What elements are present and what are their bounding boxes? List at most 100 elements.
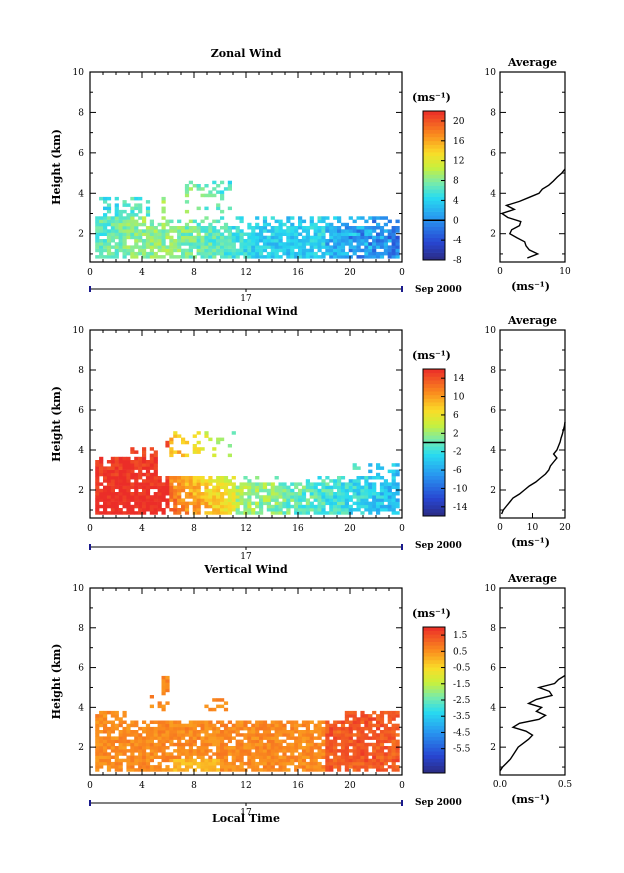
heatmap-cell [266,736,271,740]
heatmap-cell [247,222,252,227]
heatmap-cell [103,758,108,763]
heatmap-cell [337,232,342,236]
heatmap-cell [278,255,283,259]
heatmap-cell [192,447,197,451]
heatmap-cell [259,235,264,240]
heatmap-cell [243,720,248,724]
heatmap-cell [391,752,396,756]
heatmap-cell [173,758,178,763]
heatmap-cell [368,501,373,506]
heatmap-cell [356,498,361,502]
colorbar-segment [423,241,445,246]
heatmap-cell [138,456,143,461]
heatmap-cell [348,742,353,747]
heatmap-cell [298,226,303,230]
heatmap-cell [239,755,244,759]
heatmap-cell [110,761,115,766]
heatmap-cell [95,761,100,766]
heatmap-cell [270,492,275,496]
colorbar-frame [422,110,446,261]
heatmap-cell [340,485,346,490]
heatmap-cell [145,726,151,731]
heatmap-cell [231,495,236,499]
heatmap-cell [134,504,139,509]
heatmap-cell [387,232,392,236]
heatmap-cell [149,498,154,502]
heatmap-cell [231,749,236,753]
heatmap-cell [110,485,115,490]
heatmap-cell [395,755,400,759]
heatmap-cell [220,730,225,734]
heatmap-cell [278,746,283,750]
heatmap-cell [333,226,338,230]
heatmap-cell [266,242,271,246]
heatmap-cell [391,742,396,747]
heatmap-cell [255,251,260,256]
heatmap-cell [223,733,229,737]
heatmap-cell [251,723,256,728]
heatmap-cell [337,242,342,246]
heatmap-cell [298,498,303,502]
heatmap-cell [301,255,307,259]
heatmap-cell [360,235,365,240]
heatmap-cell [145,736,151,740]
heatmap-cell [325,723,330,728]
colorbar-segment [423,435,445,440]
heatmap-cell [157,768,162,772]
heatmap-cell [95,720,100,724]
heatmap-cell [329,255,334,259]
heatmap-cell [325,758,330,763]
heatmap-cell [223,248,229,253]
heatmap-cell [298,739,303,744]
heatmap-cell [184,495,190,499]
heatmap-cell [196,752,201,756]
heatmap-cell [270,216,275,220]
heatmap-cell [278,245,283,249]
heatmap-cell [255,482,260,486]
heatmap-cell [165,251,170,256]
heatmap-cell [360,726,365,731]
heatmap-cell [130,245,135,249]
colorbar-segment [423,114,445,119]
heatmap-cell [184,733,190,737]
heatmap-cell [387,239,392,243]
heatmap-cell [337,508,342,512]
heatmap-cell [114,251,119,256]
heatmap-cell [106,216,112,220]
colorbar-segment [423,442,445,447]
heatmap-cell [142,450,147,454]
heatmap-cell [212,733,217,737]
heatmap-cell [294,495,299,499]
heatmap-cell [110,479,115,483]
heatmap-cell [313,498,318,502]
heatmap-cell [95,736,100,740]
heatmap-cell [321,720,326,724]
heatmap-cell [383,251,388,256]
heatmap-cell [387,255,392,259]
heatmap-cell [188,746,193,750]
heatmap-cell [278,733,283,737]
heatmap-cell [145,251,151,256]
heatmap-cell [169,739,174,744]
heatmap-cell [138,492,143,496]
heatmap-cell [223,485,229,490]
heatmap-cell [216,488,221,493]
x-tick-label: 0 [87,781,93,791]
heatmap-cell [165,232,170,236]
heatmap-cell [95,742,100,747]
heatmap-cell [192,501,197,506]
heatmap-cell [114,248,119,253]
heatmap-cell [333,501,338,506]
heatmap-cell [106,242,112,246]
heatmap-cell [196,498,201,502]
heatmap-cell [227,239,232,243]
heatmap-cell [142,232,147,236]
x-tick-label: 16 [292,781,304,791]
heatmap-cell [181,476,186,480]
heatmap-cell [161,685,166,689]
heatmap-cell [395,482,400,486]
heatmap-cell [106,469,112,474]
heatmap-cell [173,736,178,740]
heatmap-cell [192,235,197,240]
